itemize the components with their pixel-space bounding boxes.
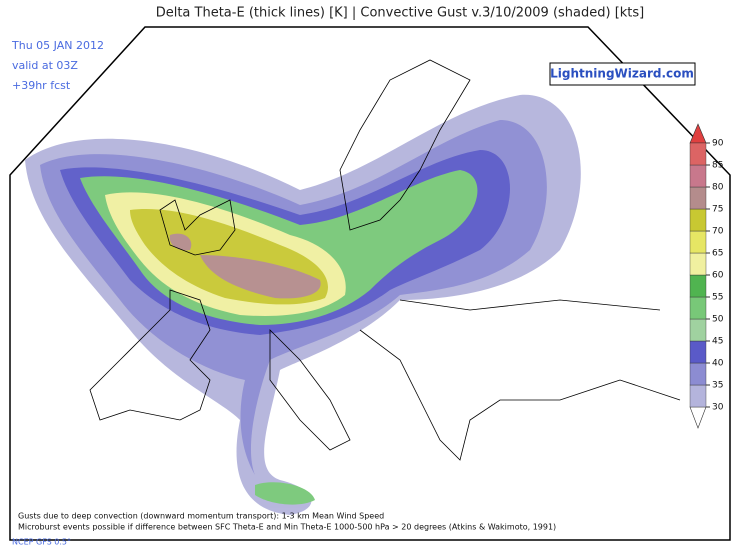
- colorbar-label: 30: [712, 403, 724, 413]
- colorbar-label: 80: [712, 183, 724, 193]
- colorbar-label: 85: [712, 161, 723, 171]
- title: Delta Theta-E (thick lines) [K] | Convec…: [156, 6, 645, 21]
- colorbar-label: 65: [712, 249, 723, 259]
- coastlines: [89, 59, 681, 461]
- colorbar-swatch: [689, 384, 707, 408]
- colorbar-label: 45: [712, 337, 723, 347]
- colorbar-over: [689, 123, 707, 144]
- colorbar-label: 55: [712, 293, 723, 303]
- colorbar-swatch: [689, 230, 707, 254]
- colorbar-swatch: [689, 362, 707, 386]
- colorbar-swatch: [689, 296, 707, 320]
- colorbar-swatch: [689, 164, 707, 188]
- colorbar-label: 50: [712, 315, 724, 325]
- source: NCEP GFS 0.5°: [12, 538, 71, 547]
- colorbar-label: 60: [712, 271, 724, 281]
- valid-time: valid at 03Z: [12, 59, 78, 72]
- colorbar-swatch: [689, 208, 707, 232]
- colorbar-label: 40: [712, 359, 724, 369]
- colorbar-label: 90: [712, 139, 724, 149]
- colorbar-swatch: [689, 142, 707, 166]
- note: Gusts due to deep convection (downward m…: [18, 512, 384, 521]
- colorbar-label: 75: [712, 205, 723, 215]
- forecast-hour: +39hr fcst: [12, 79, 71, 92]
- colorbar-label: 35: [712, 381, 723, 391]
- map: [9, 26, 731, 541]
- colorbar-swatch: [689, 252, 707, 276]
- note: Microburst events possible if difference…: [18, 523, 556, 532]
- colorbar: 30 35 40 45 50 55 60 65 70 75 80 85 90: [689, 123, 724, 429]
- colorbar-swatch: [689, 186, 707, 210]
- logo: LightningWizard.com: [550, 67, 694, 81]
- shading: [25, 94, 581, 516]
- logo-box: [549, 62, 696, 86]
- colorbar-label: 70: [712, 227, 724, 237]
- valid-date: Thu 05 JAN 2012: [11, 39, 104, 52]
- colorbar-swatch: [689, 274, 707, 298]
- colorbar-swatch: [689, 318, 707, 342]
- colorbar-swatch: [689, 340, 707, 364]
